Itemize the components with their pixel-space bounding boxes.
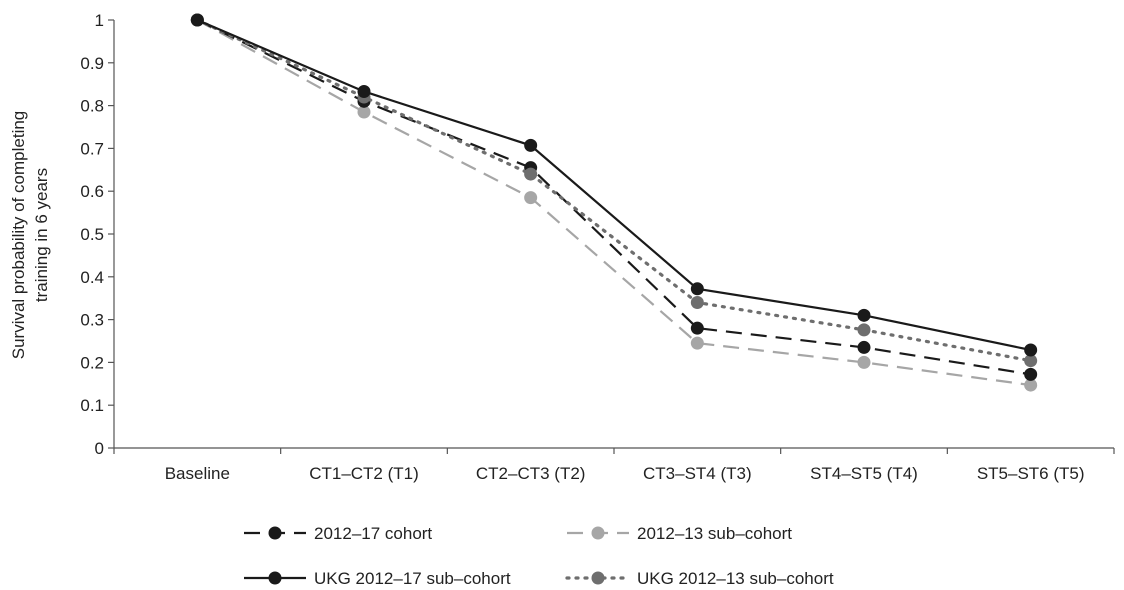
data-point [690, 321, 704, 335]
legend-label: UKG 2012–13 sub–cohort [637, 569, 834, 588]
y-tick-label: 0.8 [80, 97, 104, 116]
data-point [357, 84, 371, 98]
data-point [524, 167, 538, 181]
legend-item: UKG 2012–13 sub–cohort [565, 569, 834, 588]
y-tick-label: 0.1 [80, 396, 104, 415]
data-point [690, 336, 704, 350]
y-tick-label: 0.4 [80, 268, 104, 287]
y-tick-label: 1 [95, 11, 104, 30]
series-3 [190, 13, 1038, 368]
legend-marker [591, 526, 605, 540]
legend-item: UKG 2012–17 sub–cohort [244, 569, 511, 588]
y-tick-label: 0.7 [80, 139, 104, 158]
series-2 [190, 13, 1038, 357]
x-tick-label: CT1–CT2 (T1) [309, 464, 419, 483]
x-tick-label: Baseline [165, 464, 230, 483]
legend-marker [268, 571, 282, 585]
series-line [195, 18, 1033, 363]
y-tick-label: 0 [95, 439, 104, 458]
x-tick-label: CT2–CT3 (T2) [476, 464, 586, 483]
y-axis-title: Survival probability of completing train… [9, 111, 51, 360]
data-point [1024, 367, 1038, 381]
data-point [190, 13, 204, 27]
y-axis-title-line-1: Survival probability of completing [9, 111, 28, 360]
legend-marker [591, 571, 605, 585]
series-layer [190, 13, 1038, 392]
series-line [196, 18, 1031, 352]
x-tick-label: ST5–ST6 (T5) [977, 464, 1085, 483]
y-tick-label: 0.5 [80, 225, 104, 244]
legend-item: 2012–13 sub–cohort [567, 524, 792, 543]
y-axis-title-line-2: training in 6 years [32, 168, 51, 302]
y-tick-label: 0.2 [80, 353, 104, 372]
data-point [857, 308, 871, 322]
data-point [524, 138, 538, 152]
data-point [1024, 378, 1038, 392]
y-tick-label: 0.6 [80, 182, 104, 201]
data-point [1024, 343, 1038, 357]
series-line [196, 19, 1031, 376]
legend: 2012–17 cohort 2012–13 sub–cohort UKG 2012… [244, 524, 834, 588]
legend-marker [268, 526, 282, 540]
data-point [857, 355, 871, 369]
data-point [857, 323, 871, 337]
y-tick-label: 0.3 [80, 311, 104, 330]
data-point [524, 191, 538, 205]
series-line [196, 19, 1031, 387]
data-point [1024, 354, 1038, 368]
axes: 0 0.1 0.2 0.3 0.4 0.5 0.6 0.7 0.8 0.9 1 Baseline CT1… [80, 11, 1115, 483]
legend-item: 2012–17 cohort [244, 524, 432, 543]
legend-label: 2012–13 sub–cohort [637, 524, 792, 543]
series-1 [190, 13, 1038, 392]
data-point [690, 295, 704, 309]
data-point [857, 340, 871, 354]
legend-label: 2012–17 cohort [314, 524, 432, 543]
y-tick-label: 0.9 [80, 54, 104, 73]
x-tick-label: CT3–ST4 (T3) [643, 464, 752, 483]
legend-label: UKG 2012–17 sub–cohort [314, 569, 511, 588]
data-point [690, 282, 704, 296]
x-tick-label: ST4–ST5 (T4) [810, 464, 918, 483]
data-point [357, 105, 371, 119]
